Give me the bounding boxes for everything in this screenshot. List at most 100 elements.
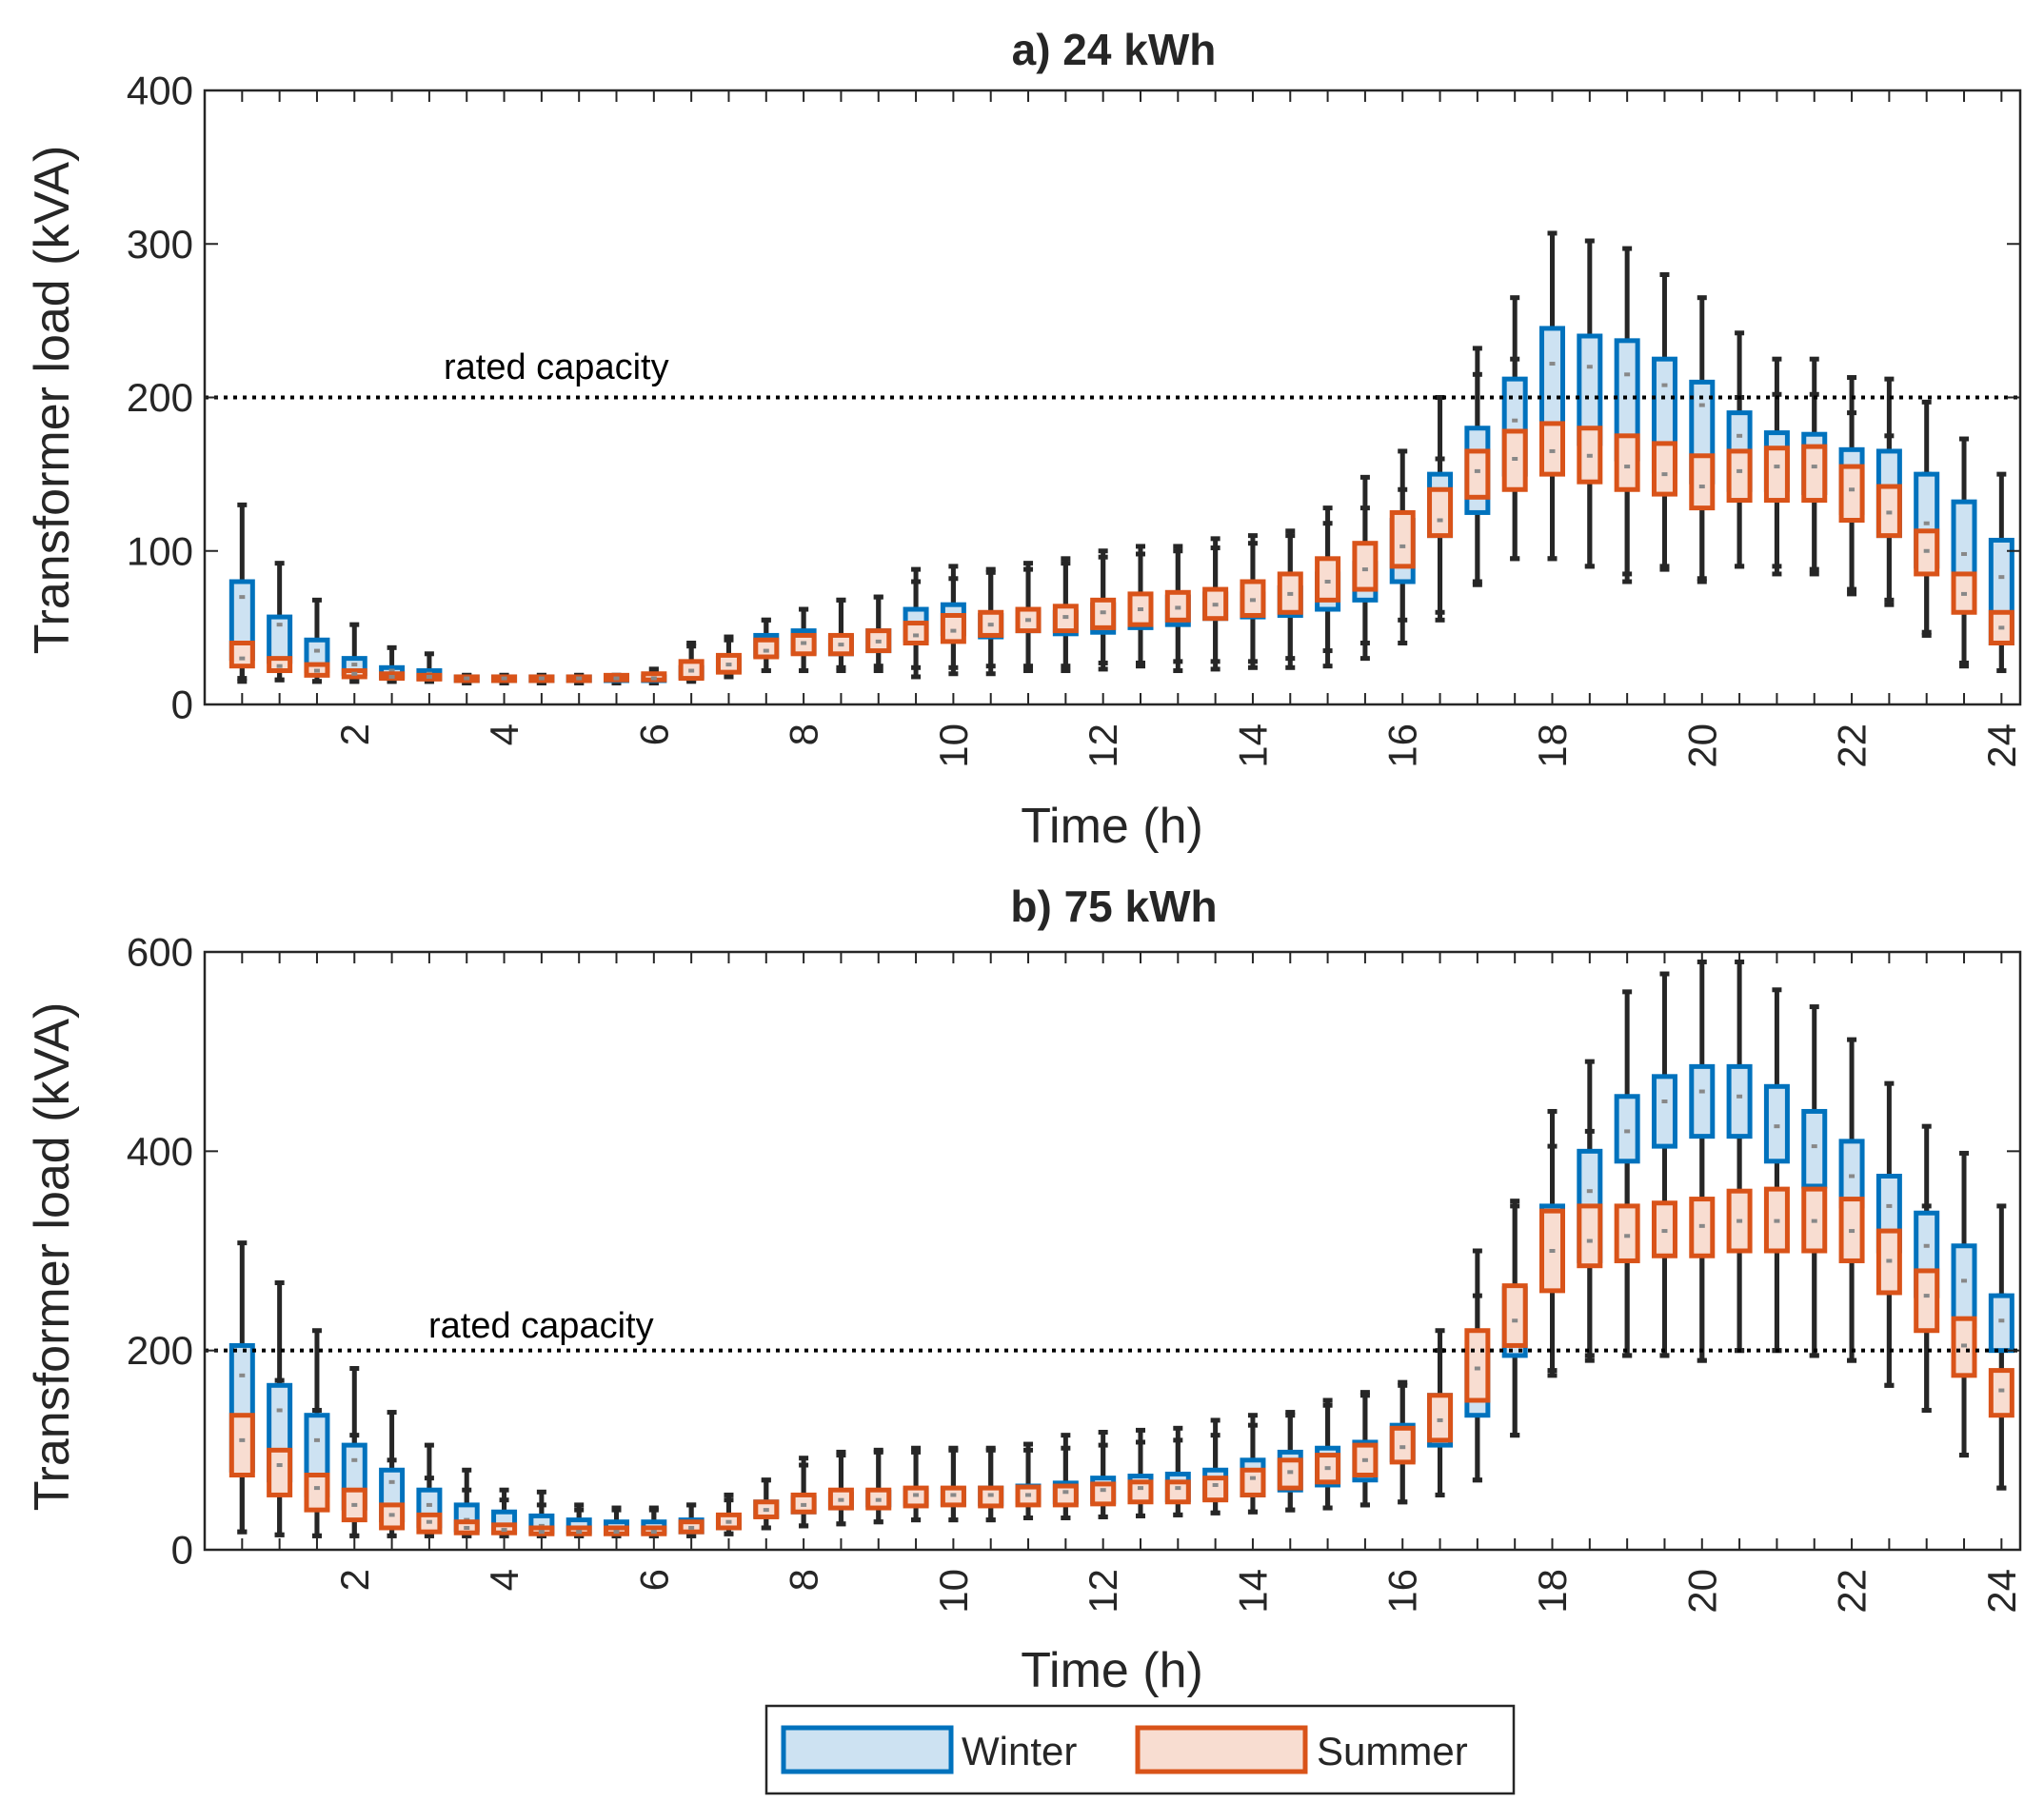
panel-b-x-tick-label: 10 [931, 1569, 976, 1614]
legend-summer-swatch [1135, 1725, 1308, 1774]
panel-a-x-label: Time (h) [1021, 799, 1203, 854]
panel-b-winter-box [1689, 1063, 1716, 1139]
panel-a-summer-box [1315, 556, 1341, 603]
panel-b-y-label: Transformer load (kVA) [25, 1002, 80, 1512]
panel-b-y-tick-label: 400 [127, 1129, 193, 1174]
panel-b-summer-box [1464, 1328, 1491, 1403]
panel-b-summer-box [1090, 1481, 1117, 1507]
panel-b-winter-box [1801, 1108, 1828, 1189]
panel-b-summer-box [1127, 1479, 1154, 1505]
panel-b-winter-box [1951, 1243, 1977, 1329]
panel-b-winter-box [1651, 1074, 1677, 1149]
panel-a-summer-box [1763, 446, 1790, 504]
panel-a-x-tick-label: 8 [782, 723, 826, 745]
panel-b-x-tick-label: 4 [482, 1569, 526, 1591]
panel-a-y-tick-label: 100 [127, 528, 193, 573]
panel-b-y-tick-label: 200 [127, 1328, 193, 1373]
panel-a-boxes [228, 326, 2014, 684]
panel-a-summer-box [1352, 541, 1379, 592]
panel-b-x-tick-label: 12 [1081, 1569, 1125, 1614]
panel-a-y-label: Transformer load (kVA) [25, 146, 80, 655]
panel-b-x-tick-label: 18 [1530, 1569, 1575, 1614]
panel-b-summer-box [267, 1447, 293, 1497]
legend-summer-label: Summer [1317, 1729, 1468, 1773]
panel-a-marks [228, 230, 2014, 685]
panel-b-title: b) 75 kWh [1010, 882, 1217, 931]
panel-a-y-tick-label: 300 [127, 222, 193, 267]
panel-b-summer-box [228, 1413, 255, 1477]
panel-b: b) 75 kWh rated capacity 2 4 6 8 10 12 14 16 18 2… [25, 882, 2024, 1698]
panel-b-marks [228, 959, 2014, 1538]
panel-b-summer-box [978, 1485, 1004, 1509]
panel-b-summer-box [1914, 1268, 1940, 1334]
panel-a-x-tick-label: 6 [631, 723, 676, 745]
panel-a-summer-box [1427, 486, 1454, 539]
panel-b-summer-box [1277, 1457, 1303, 1491]
panel-a-y-tick-label: 400 [127, 69, 193, 113]
panel-b-x-tick-label: 14 [1230, 1569, 1275, 1614]
panel-a-summer-box [1464, 448, 1491, 500]
panel-a-summer-box [1614, 433, 1640, 492]
legend: Winter Summer [764, 1704, 1516, 1795]
panel-a-x-tick-label: 22 [1830, 723, 1875, 768]
panel-a-summer-box [753, 637, 780, 660]
panel-b-boxes [228, 1063, 2014, 1536]
panel-b-rated-capacity-label: rated capacity [428, 1306, 654, 1346]
panel-a-summer-box [1389, 509, 1416, 569]
panel-a-summer-box [1689, 453, 1716, 511]
panel-a-summer-box [903, 621, 929, 645]
panel-b-winter-box [1988, 1293, 2014, 1354]
panel-b-x-tick-label: 8 [782, 1569, 826, 1591]
panel-b-x-tick-label: 24 [1979, 1569, 2024, 1614]
panel-b-y-tick-label: 0 [171, 1528, 193, 1573]
legend-winter-label: Winter [962, 1729, 1077, 1773]
panel-a: a) 24 kWh rated capacity 2 4 6 8 10 12 14 16 18 2… [25, 25, 2024, 854]
panel-b-summer-box [1427, 1393, 1454, 1443]
panel-a-summer-box [1539, 421, 1566, 477]
panel-b-summer-box [903, 1485, 929, 1509]
panel-a-x-tick-label: 10 [931, 723, 976, 768]
panel-b-summer-box [1164, 1479, 1191, 1505]
panel-b-x-label: Time (h) [1021, 1643, 1203, 1698]
panel-b-summer-box [1052, 1483, 1079, 1508]
panel-b-x-tick-label: 20 [1679, 1569, 1724, 1614]
panel-a-x-tick-label: 14 [1230, 723, 1275, 768]
panel-b-winter-box [1726, 1063, 1753, 1139]
panel-b-x-tick-label: 2 [332, 1569, 377, 1591]
panel-a-x-tick-label: 20 [1679, 723, 1724, 768]
panel-a-x-tick-label: 12 [1081, 723, 1125, 768]
panel-b-summer-box [1577, 1203, 1603, 1269]
panel-a-summer-box [1838, 464, 1865, 523]
panel-a-summer-box [1726, 448, 1753, 504]
panel-b-summer-box [1240, 1467, 1266, 1497]
panel-b-x-tick-label: 6 [631, 1569, 676, 1591]
panel-b-summer-box [1501, 1283, 1528, 1348]
panel-b-axes-box [203, 950, 2022, 1552]
panel-b-winter-box [1838, 1139, 1865, 1209]
panel-a-x-tick-label: 24 [1979, 723, 2024, 768]
panel-b-summer-box [1988, 1368, 2014, 1418]
panel-b-x-tick-label: 22 [1830, 1569, 1875, 1614]
panel-a-y-tick-label: 0 [171, 683, 193, 727]
panel-a-title: a) 24 kWh [1012, 25, 1217, 74]
panel-a-y-tick-label: 200 [127, 375, 193, 420]
panel-a-x-tick-label: 16 [1380, 723, 1425, 768]
legend-winter-swatch [781, 1725, 954, 1774]
panel-a-x-tick-label: 2 [332, 723, 377, 745]
panel-b-x-tick-label: 16 [1380, 1569, 1425, 1614]
panel-a-x-tick-label: 18 [1530, 723, 1575, 768]
panel-b-winter-box [1614, 1094, 1640, 1164]
panel-a-x-tick-label: 4 [482, 723, 526, 745]
panel-a-summer-box [1801, 444, 1828, 504]
panel-b-summer-box [1614, 1203, 1640, 1263]
panel-b-winter-box [1763, 1083, 1790, 1164]
panel-b-summer-box [304, 1473, 330, 1513]
panel-a-rated-capacity-label: rated capacity [444, 347, 669, 387]
panel-b-y-tick-label: 600 [127, 930, 193, 975]
panel-b-summer-box [1389, 1425, 1416, 1465]
panel-a-summer-box [940, 612, 966, 644]
panel-a-summer-box [228, 641, 255, 669]
